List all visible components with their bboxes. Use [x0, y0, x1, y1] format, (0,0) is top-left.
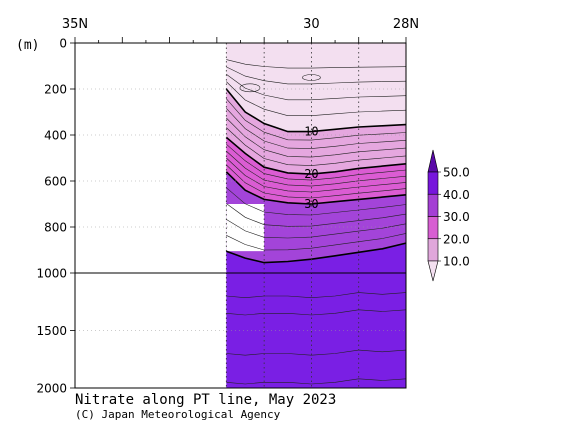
- contour-label-text: 20: [304, 167, 318, 181]
- y-tick-label: 800: [44, 221, 67, 235]
- x-tick-label: 35N: [62, 17, 88, 32]
- axis-ticks: 35N 30 28N 0 200 400 600 800 1000 1500 2000: [36, 17, 419, 396]
- band-below-10: [226, 43, 406, 132]
- contour-closed: [239, 83, 261, 93]
- y-tick-label: 1500: [36, 324, 67, 338]
- colorbar-top-arrow: [427, 149, 439, 173]
- contour-line: [226, 150, 407, 187]
- contour-line: [226, 292, 407, 299]
- contour-labels: 10 20 30: [304, 125, 318, 211]
- y-tick-label: 0: [59, 37, 67, 51]
- contour-line: [226, 74, 407, 101]
- concentration-bands: [226, 43, 406, 388]
- contour-line-bold: [225, 88, 407, 133]
- contour-label: 20: [304, 167, 318, 181]
- contour-label: 10: [304, 125, 318, 139]
- contour-label: 30: [304, 197, 318, 211]
- contour-line: [226, 59, 407, 69]
- band-30-40: [226, 171, 406, 263]
- colorbar-segment: [427, 216, 439, 240]
- band-above-40: [226, 243, 406, 388]
- contour-label-text: 10: [304, 125, 318, 139]
- colorbar-segment: [427, 238, 439, 262]
- y-tick-label: 600: [44, 175, 67, 189]
- contour-line: [226, 108, 407, 149]
- colorbar-label: 20.0: [443, 232, 470, 246]
- colorbar-label: 10.0: [443, 255, 470, 269]
- contour-line: [226, 203, 407, 227]
- y-tick-label: 200: [44, 83, 67, 97]
- y-tick-label: 1000: [36, 267, 67, 281]
- colorbar-label: 50.0: [443, 166, 470, 180]
- y-tick-label: 400: [44, 129, 67, 143]
- copyright-credit: (C) Japan Meteorological Agency: [75, 408, 281, 421]
- contour-line: [226, 143, 407, 181]
- colorbar-segment: [427, 171, 439, 195]
- contour-label-text: 30: [304, 197, 318, 211]
- x-tick-label: 28N: [393, 17, 419, 32]
- colorbar-bottom-arrow: [427, 260, 439, 282]
- x-tick-label: 30: [303, 17, 320, 32]
- y-tick-label: 2000: [36, 382, 67, 396]
- colorbar-segment: [427, 193, 439, 217]
- contour-line: [226, 117, 407, 158]
- chart-title: Nitrate along PT line, May 2023: [75, 392, 336, 408]
- contour-line: [226, 164, 407, 199]
- contour-line: [226, 378, 407, 385]
- y-axis-unit-label: (m): [16, 38, 39, 53]
- colorbar-label: 30.0: [443, 210, 470, 224]
- contour-line-bold: [225, 171, 407, 205]
- contour-line: [226, 309, 407, 316]
- colorbar-label: 40.0: [443, 188, 470, 202]
- colorbar-legend: 50.0 40.0 30.0 20.0 10.0: [427, 149, 470, 282]
- contour-line: [226, 233, 407, 251]
- contour-line: [226, 98, 407, 141]
- contour-line: [226, 349, 407, 356]
- missing-data-area: [226, 204, 265, 252]
- band-20-30: [226, 137, 406, 204]
